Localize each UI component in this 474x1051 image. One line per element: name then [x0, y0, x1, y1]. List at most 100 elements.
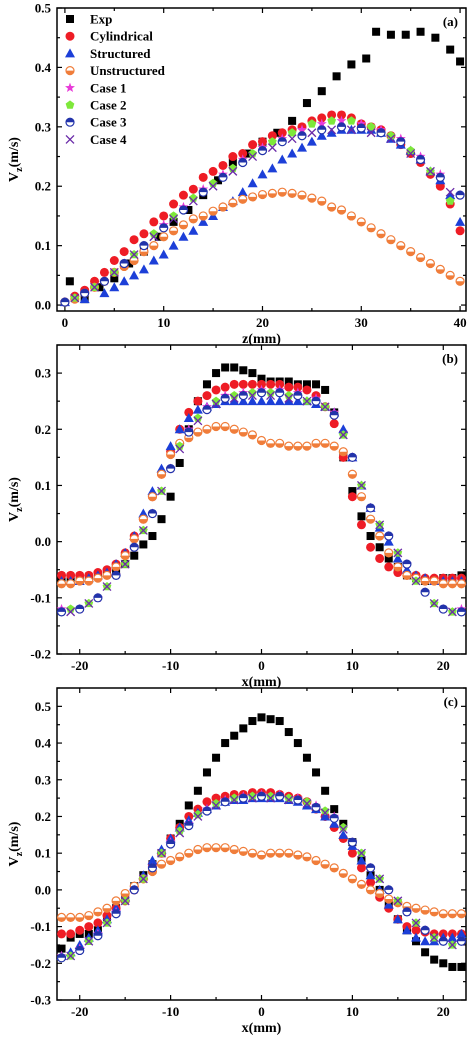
data-point-structured	[401, 925, 412, 935]
data-point-case4	[102, 918, 112, 928]
data-point-case4	[175, 444, 185, 454]
data-point-case4	[386, 134, 396, 144]
data-point-structured	[455, 216, 466, 226]
data-point-exp	[321, 385, 330, 394]
data-point-unstructured	[420, 576, 430, 586]
data-point-case3	[238, 157, 248, 168]
data-point-case4	[84, 598, 94, 608]
data-point-exp	[317, 87, 326, 96]
data-point-case2	[338, 822, 348, 832]
data-point-unstructured	[393, 562, 403, 572]
data-point-exp	[266, 715, 275, 724]
data-point-unstructured	[178, 220, 189, 230]
x-tick-label: -10	[162, 1004, 179, 1019]
data-point-unstructured	[456, 909, 467, 919]
data-point-unstructured	[218, 202, 228, 212]
data-point-case4	[66, 607, 76, 617]
data-point-case1	[356, 118, 367, 129]
y-tick-label: 0.4	[35, 736, 52, 751]
data-point-exp	[230, 363, 239, 372]
data-point-case3	[56, 607, 67, 617]
data-point-cylindrical	[347, 492, 357, 502]
data-point-exp	[312, 768, 321, 777]
data-point-unstructured	[208, 206, 218, 216]
x-tick-label: 20	[437, 1004, 450, 1019]
data-point-cylindrical	[178, 190, 188, 200]
data-point-case4	[138, 874, 148, 884]
data-point-case3	[438, 604, 448, 614]
data-point-case4	[229, 795, 239, 805]
x-tick-label: -20	[71, 1004, 88, 1019]
data-point-structured	[401, 564, 412, 574]
y-tick-label: -0.1	[30, 590, 51, 605]
data-point-exp	[184, 801, 193, 810]
data-point-cylindrical	[229, 379, 239, 389]
data-point-case3	[297, 131, 307, 141]
data-point-structured	[392, 914, 403, 924]
data-point-unstructured	[138, 514, 148, 524]
x-tick-label: 40	[454, 315, 467, 330]
data-point-case4	[120, 896, 130, 906]
legend-label-case3: Case 3	[90, 115, 127, 130]
legend-marker-structured	[65, 48, 75, 58]
data-point-unstructured	[166, 855, 176, 866]
data-point-unstructured	[275, 848, 285, 858]
data-point-unstructured	[384, 894, 394, 904]
data-point-exp	[221, 739, 230, 748]
data-point-structured	[183, 413, 194, 423]
data-point-exp	[228, 158, 237, 167]
data-point-unstructured	[265, 848, 276, 858]
legend-label-structured: Structured	[90, 46, 151, 61]
legend-marker-case1	[65, 82, 75, 93]
data-point-case3	[93, 931, 103, 941]
data-point-exp	[366, 532, 375, 541]
data-point-unstructured	[228, 198, 238, 208]
data-point-cylindrical	[184, 407, 194, 417]
data-point-case2	[307, 119, 317, 128]
data-point-case4	[411, 918, 421, 928]
data-point-unstructured	[129, 534, 139, 544]
data-point-exp	[302, 99, 311, 108]
data-point-exp	[157, 515, 166, 524]
y-tick-label: 0.1	[35, 238, 51, 253]
data-point-unstructured	[75, 912, 85, 923]
data-point-unstructured	[327, 202, 337, 212]
data-point-cylindrical	[275, 379, 285, 389]
data-point-case4	[357, 848, 366, 858]
data-point-exp	[125, 259, 134, 268]
data-point-exp	[212, 369, 221, 378]
data-point-cylindrical	[99, 267, 109, 277]
data-point-case4	[188, 196, 198, 206]
data-point-case4	[284, 795, 294, 805]
x-tick-label: 20	[256, 315, 269, 330]
series-case3	[56, 388, 467, 617]
data-point-unstructured	[184, 848, 194, 858]
data-point-unstructured	[338, 868, 348, 878]
data-point-exp	[348, 487, 357, 496]
data-point-exp	[248, 717, 257, 726]
data-point-unstructured	[111, 562, 121, 572]
data-point-cylindrical	[202, 797, 212, 807]
data-point-structured	[326, 127, 337, 137]
data-point-exp	[284, 728, 293, 737]
data-point-case3	[456, 607, 467, 617]
y-tick-label: 0.3	[35, 366, 52, 381]
data-point-unstructured	[111, 896, 121, 906]
data-point-case1	[316, 118, 327, 129]
data-point-exp	[110, 274, 119, 283]
legend-label-unstructured: Unstructured	[90, 63, 166, 78]
chart-panel-b: -20 -10 0 10 20 -0.2 -0.1 0.0 0.1 0.2 0.3 x(mm) Vz(m…	[7, 344, 467, 690]
data-point-case3	[420, 587, 430, 597]
data-point-case4	[406, 149, 416, 159]
data-point-unstructured	[102, 570, 112, 580]
data-point-unstructured	[84, 576, 94, 586]
x-tick-label: -10	[162, 658, 179, 673]
data-point-unstructured	[247, 430, 258, 440]
data-point-unstructured	[356, 217, 366, 227]
data-point-cylindrical	[317, 113, 327, 123]
data-point-unstructured	[320, 859, 330, 869]
data-point-case3	[256, 791, 267, 801]
data-point-case2	[229, 390, 239, 400]
legend-marker-unstructured	[65, 65, 75, 76]
data-point-case3	[376, 128, 386, 138]
